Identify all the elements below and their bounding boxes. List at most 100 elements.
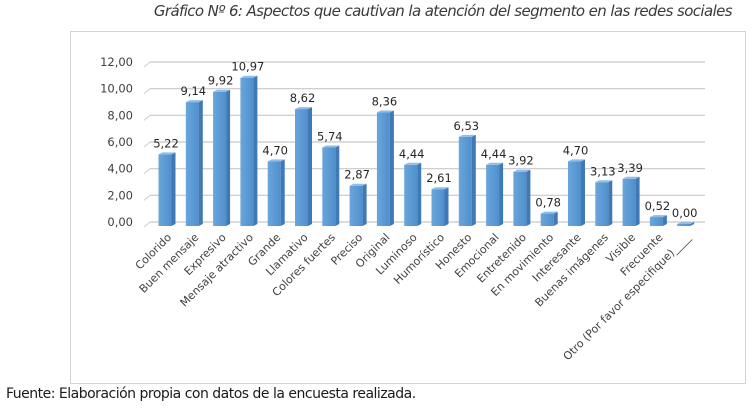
data-label: 10,97 [231,60,264,74]
data-label: 2,61 [426,171,452,185]
data-label: 2,87 [344,168,370,182]
bar-top [349,183,367,186]
bar-front [158,154,172,226]
bar [213,89,231,226]
bar-front [376,112,390,226]
data-label: 9,14 [180,84,206,98]
chart-title: Gráfico Nº 6: Aspectos que cautivan la a… [153,2,733,20]
gridline-depth [143,221,151,228]
bar-side [608,180,613,226]
data-label: 0,78 [535,196,561,210]
bar-front [595,182,609,226]
bar-top [185,100,203,103]
bar-side [417,162,422,226]
bar-top [513,169,531,172]
bar [649,215,667,226]
bar-front [295,109,308,226]
data-label: 8,62 [290,91,316,105]
bar-side [280,159,285,226]
bar-top [677,222,695,224]
bars [158,75,695,226]
bar [595,180,613,226]
gridline-depth [143,114,151,121]
bar-front [649,217,663,226]
data-label: 8,36 [372,95,398,109]
bar-side [362,183,367,226]
data-label: 4,70 [262,143,288,157]
bar-top [622,176,640,179]
bar-top [649,215,667,218]
bar-front [267,161,281,226]
y-tick-label: 6,00 [107,135,133,149]
bar-side [471,134,476,226]
bar-front [431,189,445,226]
bar-top [431,187,449,190]
gridline-depth [143,61,151,68]
bar [677,222,695,226]
bar-top [322,145,340,148]
bar-front [404,164,418,226]
bar [540,211,558,226]
bar [513,169,531,226]
data-label: 4,44 [399,147,425,161]
bar-front [622,178,636,226]
bar-top [213,89,231,92]
bar-front [540,213,554,226]
bar-top [595,180,613,183]
bar-side [171,152,176,226]
y-tick-label: 2,00 [107,188,133,202]
bar-front [458,136,472,226]
bar [404,162,422,226]
bar [349,183,367,226]
gridline-depth [143,141,151,148]
bar-side [635,176,640,226]
bar [267,159,285,226]
gridline-depth [143,168,151,175]
data-label: 0,52 [645,199,671,213]
bar-front [486,164,500,226]
data-label: 6,53 [453,119,479,133]
y-tick-label: 4,00 [107,162,133,176]
bar-side [444,187,449,226]
gridline-depth [143,88,151,95]
bar-side [198,100,203,226]
bar [158,152,176,226]
bar-top [486,162,504,165]
bar [322,145,340,226]
bar [622,176,640,226]
bar-top [158,152,176,155]
bar-side [553,211,558,226]
bar-side [526,169,531,226]
data-label: 5,22 [153,136,179,150]
bar-front [513,171,527,226]
bar-side [690,222,695,226]
bar [431,187,449,226]
data-label: 3,13 [590,164,616,178]
bar-top [568,159,585,162]
bar-front [322,147,336,226]
gridline-depth [143,194,151,201]
source-note: Fuente: Elaboración propia con datos de … [6,386,416,402]
data-label: 5,74 [317,129,343,143]
y-tick-label: 0,00 [107,215,133,229]
data-label: 3,39 [617,161,643,175]
bar-side [226,89,231,226]
y-tick-label: 12,00 [100,55,133,69]
data-label: 0,00 [672,206,698,220]
bar-side [335,145,340,226]
bar [240,75,258,226]
bar [295,107,312,226]
data-label: 4,44 [481,147,507,161]
bar [486,162,504,226]
data-label: 9,92 [208,74,234,88]
bar-top [376,110,394,113]
bar-side [581,159,585,226]
chart-frame [70,31,746,384]
bar [376,110,394,226]
bar [458,134,476,226]
bar [185,100,203,226]
bar-top [295,107,312,110]
bar [568,159,585,226]
